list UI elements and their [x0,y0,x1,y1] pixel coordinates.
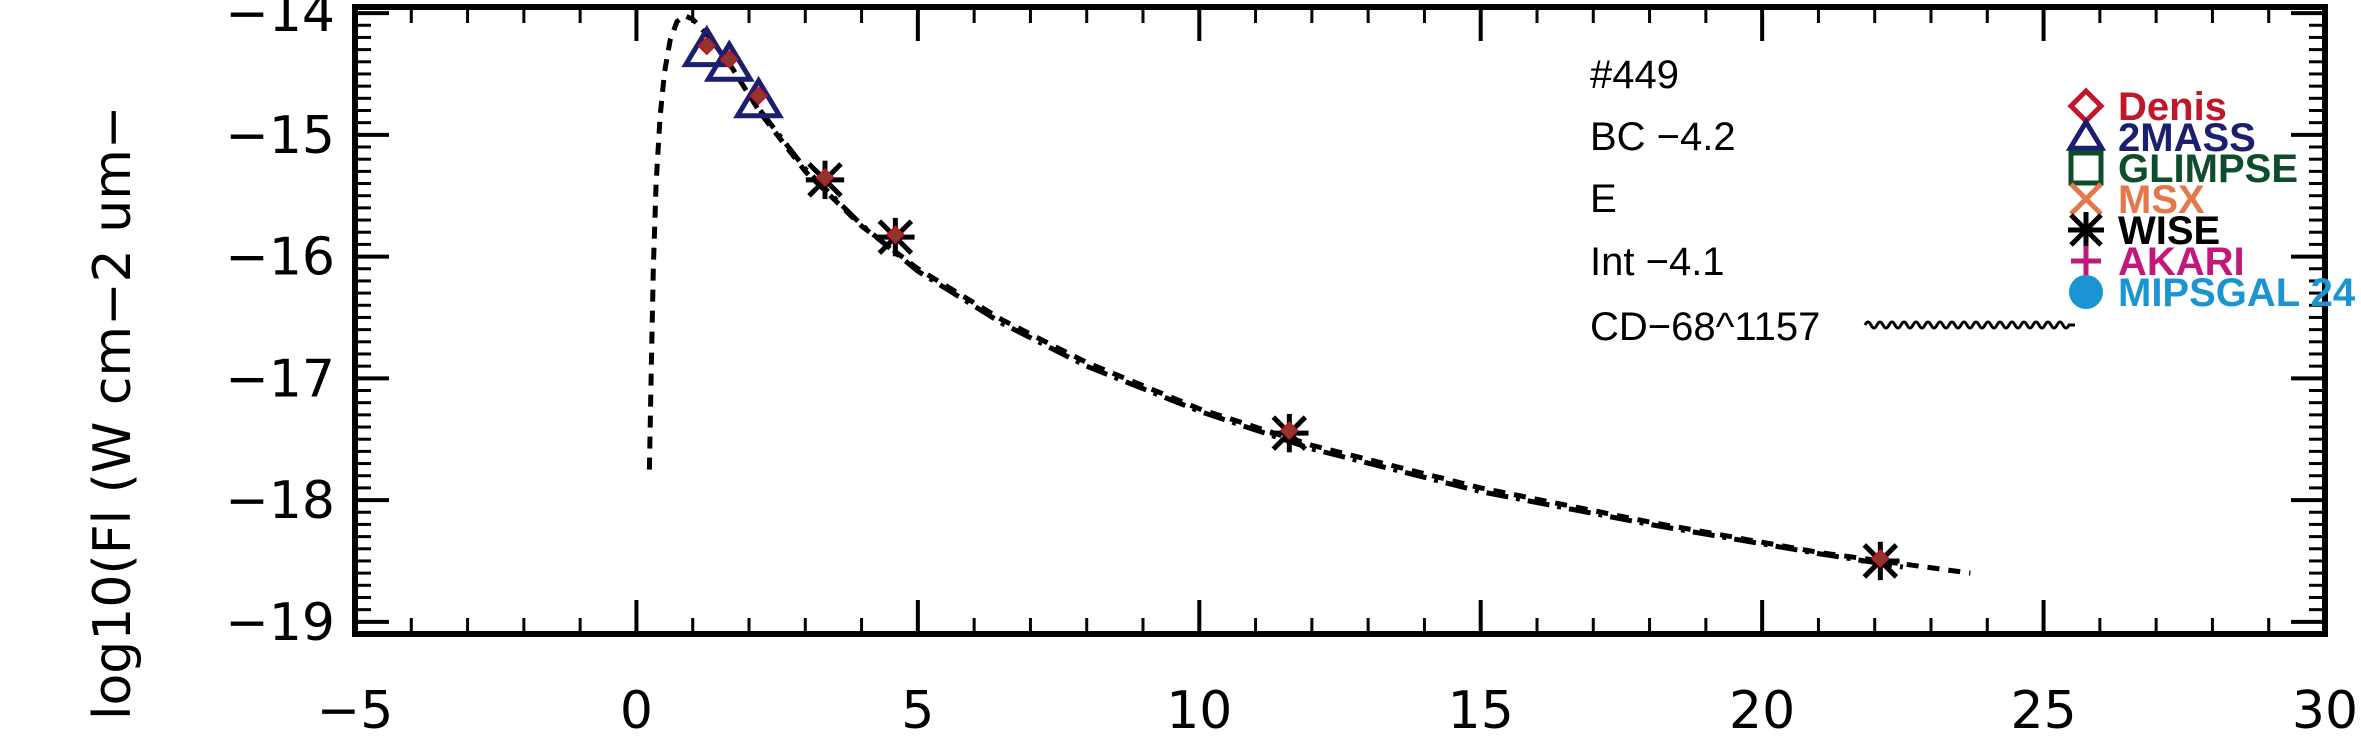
2mass-point [681,24,733,68]
denis-point [1870,549,1890,568]
legend-label: MIPSGAL 24 [2118,271,2356,315]
legend-label: MSX [2118,178,2205,222]
annotation-text: E [1590,177,1617,221]
annotation-text: Int −4.1 [1590,240,1725,284]
legend-wise-icon [2068,212,2104,248]
x-tick-label: 10 [1166,681,1232,741]
legend-akari-icon [2071,246,2101,276]
x-tick-label: −5 [317,681,394,741]
y-tick-label: −18 [225,471,335,531]
x-tick-label: 20 [1729,681,1795,741]
y-tick-labels: −19 −18 −17 −16 −15 −14 [225,0,335,653]
y-tick-label: −16 [225,228,335,288]
x-tick-label: 5 [901,681,934,741]
legend-label: GLIMPSE [2118,147,2298,191]
plot-frame [352,4,2328,637]
annotation-text: CD−68^1157 [1590,305,1820,349]
axis-ticks [353,7,2327,636]
wavy-line-decoration [1863,320,2075,330]
x-tick-label: 25 [2010,681,2076,741]
2mass-point [733,75,784,119]
y-tick-label: −14 [225,0,335,44]
legend-mipsgal-24-icon [2069,275,2103,309]
denis-point [719,49,739,69]
y-tick-label: −17 [225,349,335,409]
model-dashdot-line [758,108,1904,570]
y-tick-label: −19 [225,593,335,653]
x-tick-labels: −5 0 5 10 15 20 25 30 [317,681,2358,741]
2mass-point [703,39,755,82]
data-points [681,24,1900,581]
legend-2mass-icon [2065,117,2107,151]
y-axis-label: log10(Fl (W cm−2 um− [83,106,143,720]
denis-point [1279,421,1299,441]
x-tick-label: 0 [620,681,653,741]
model-curves [646,12,1971,576]
x-tick-label: 15 [1448,681,1514,741]
denis-point [697,36,717,56]
legend-denis-icon [2067,87,2105,125]
legend-label: Denis [2118,85,2227,129]
legend-label: AKARI [2118,240,2245,284]
annotation-text: BC −4.2 [1590,115,1736,159]
legend-glimpse-icon [2068,150,2104,186]
legend-msx-icon [2069,182,2103,216]
model-dashed-line [646,12,1971,576]
denis-point [885,225,905,245]
legend-label: 2MASS [2118,116,2256,160]
annotations: #449 BC −4.2 E Int −4.1 CD−68^1157 [1590,53,1820,349]
denis-point [749,86,768,106]
x-tick-label: 30 [2292,681,2358,741]
legend-label: WISE [2118,209,2220,253]
denis-point [815,168,835,187]
y-tick-label: −15 [225,106,335,166]
annotation-text: #449 [1590,53,1679,97]
